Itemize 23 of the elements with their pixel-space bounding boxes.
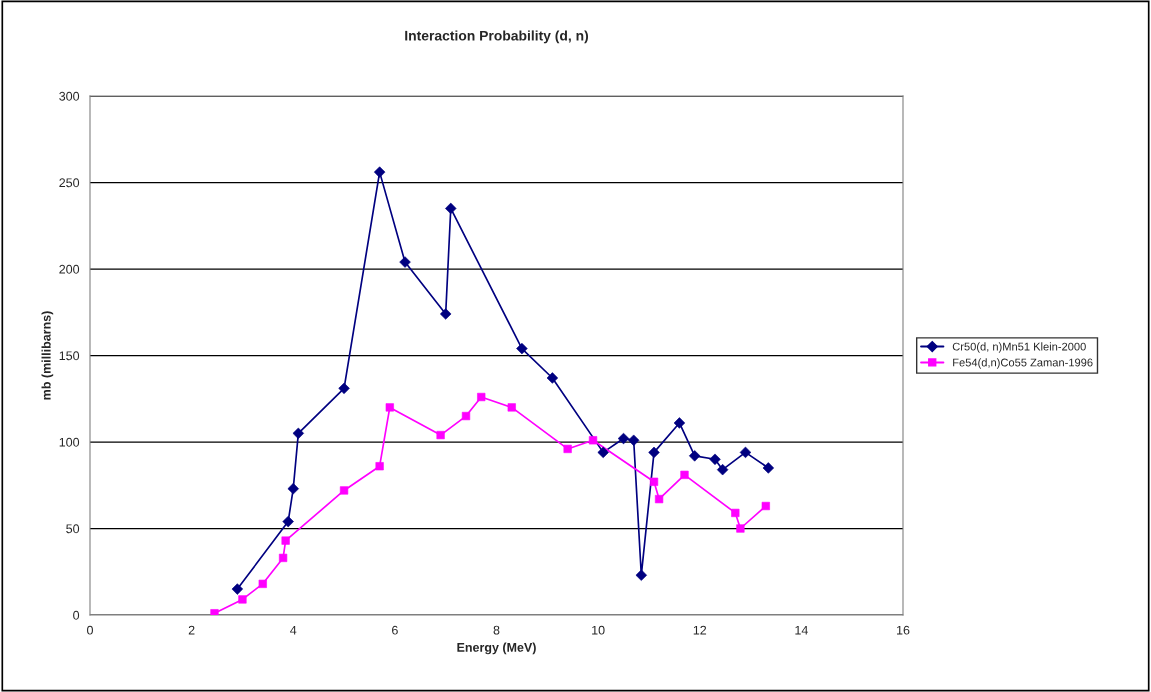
point — [709, 453, 721, 465]
x-tick-label: 6 — [392, 625, 398, 635]
y-axis-title: mb (millibarns) — [41, 311, 54, 400]
x-tick-label: 8 — [493, 625, 500, 635]
y-tick-label: 150 — [59, 351, 80, 361]
x-axis-title: Energy (MeV) — [457, 642, 536, 655]
x-tick-label: 0 — [87, 625, 93, 635]
legend-label: Fe54(d,n)Co55 Zaman-1996 — [953, 358, 1093, 369]
y-tick-label: 50 — [66, 524, 80, 534]
legend-label: Cr50(d, n)Mn51 Klein-2000 — [952, 342, 1086, 353]
x-tick-label: 14 — [795, 625, 808, 635]
x-tick-label: 10 — [592, 625, 605, 635]
y-tick-label: 250 — [59, 178, 80, 188]
x-tick-label: 4 — [290, 625, 297, 635]
x-tick-label: 2 — [188, 625, 195, 635]
x-tick-label: 12 — [693, 625, 707, 635]
y-tick-label: 200 — [59, 264, 80, 274]
y-tick-label: 300 — [59, 91, 80, 101]
point — [292, 427, 305, 440]
x-tick-label: 16 — [897, 625, 910, 635]
y-tick-label: 100 — [59, 437, 80, 447]
chart-title: Interaction Probability (d, n) — [405, 30, 589, 44]
y-tick-label: 0 — [73, 610, 80, 620]
